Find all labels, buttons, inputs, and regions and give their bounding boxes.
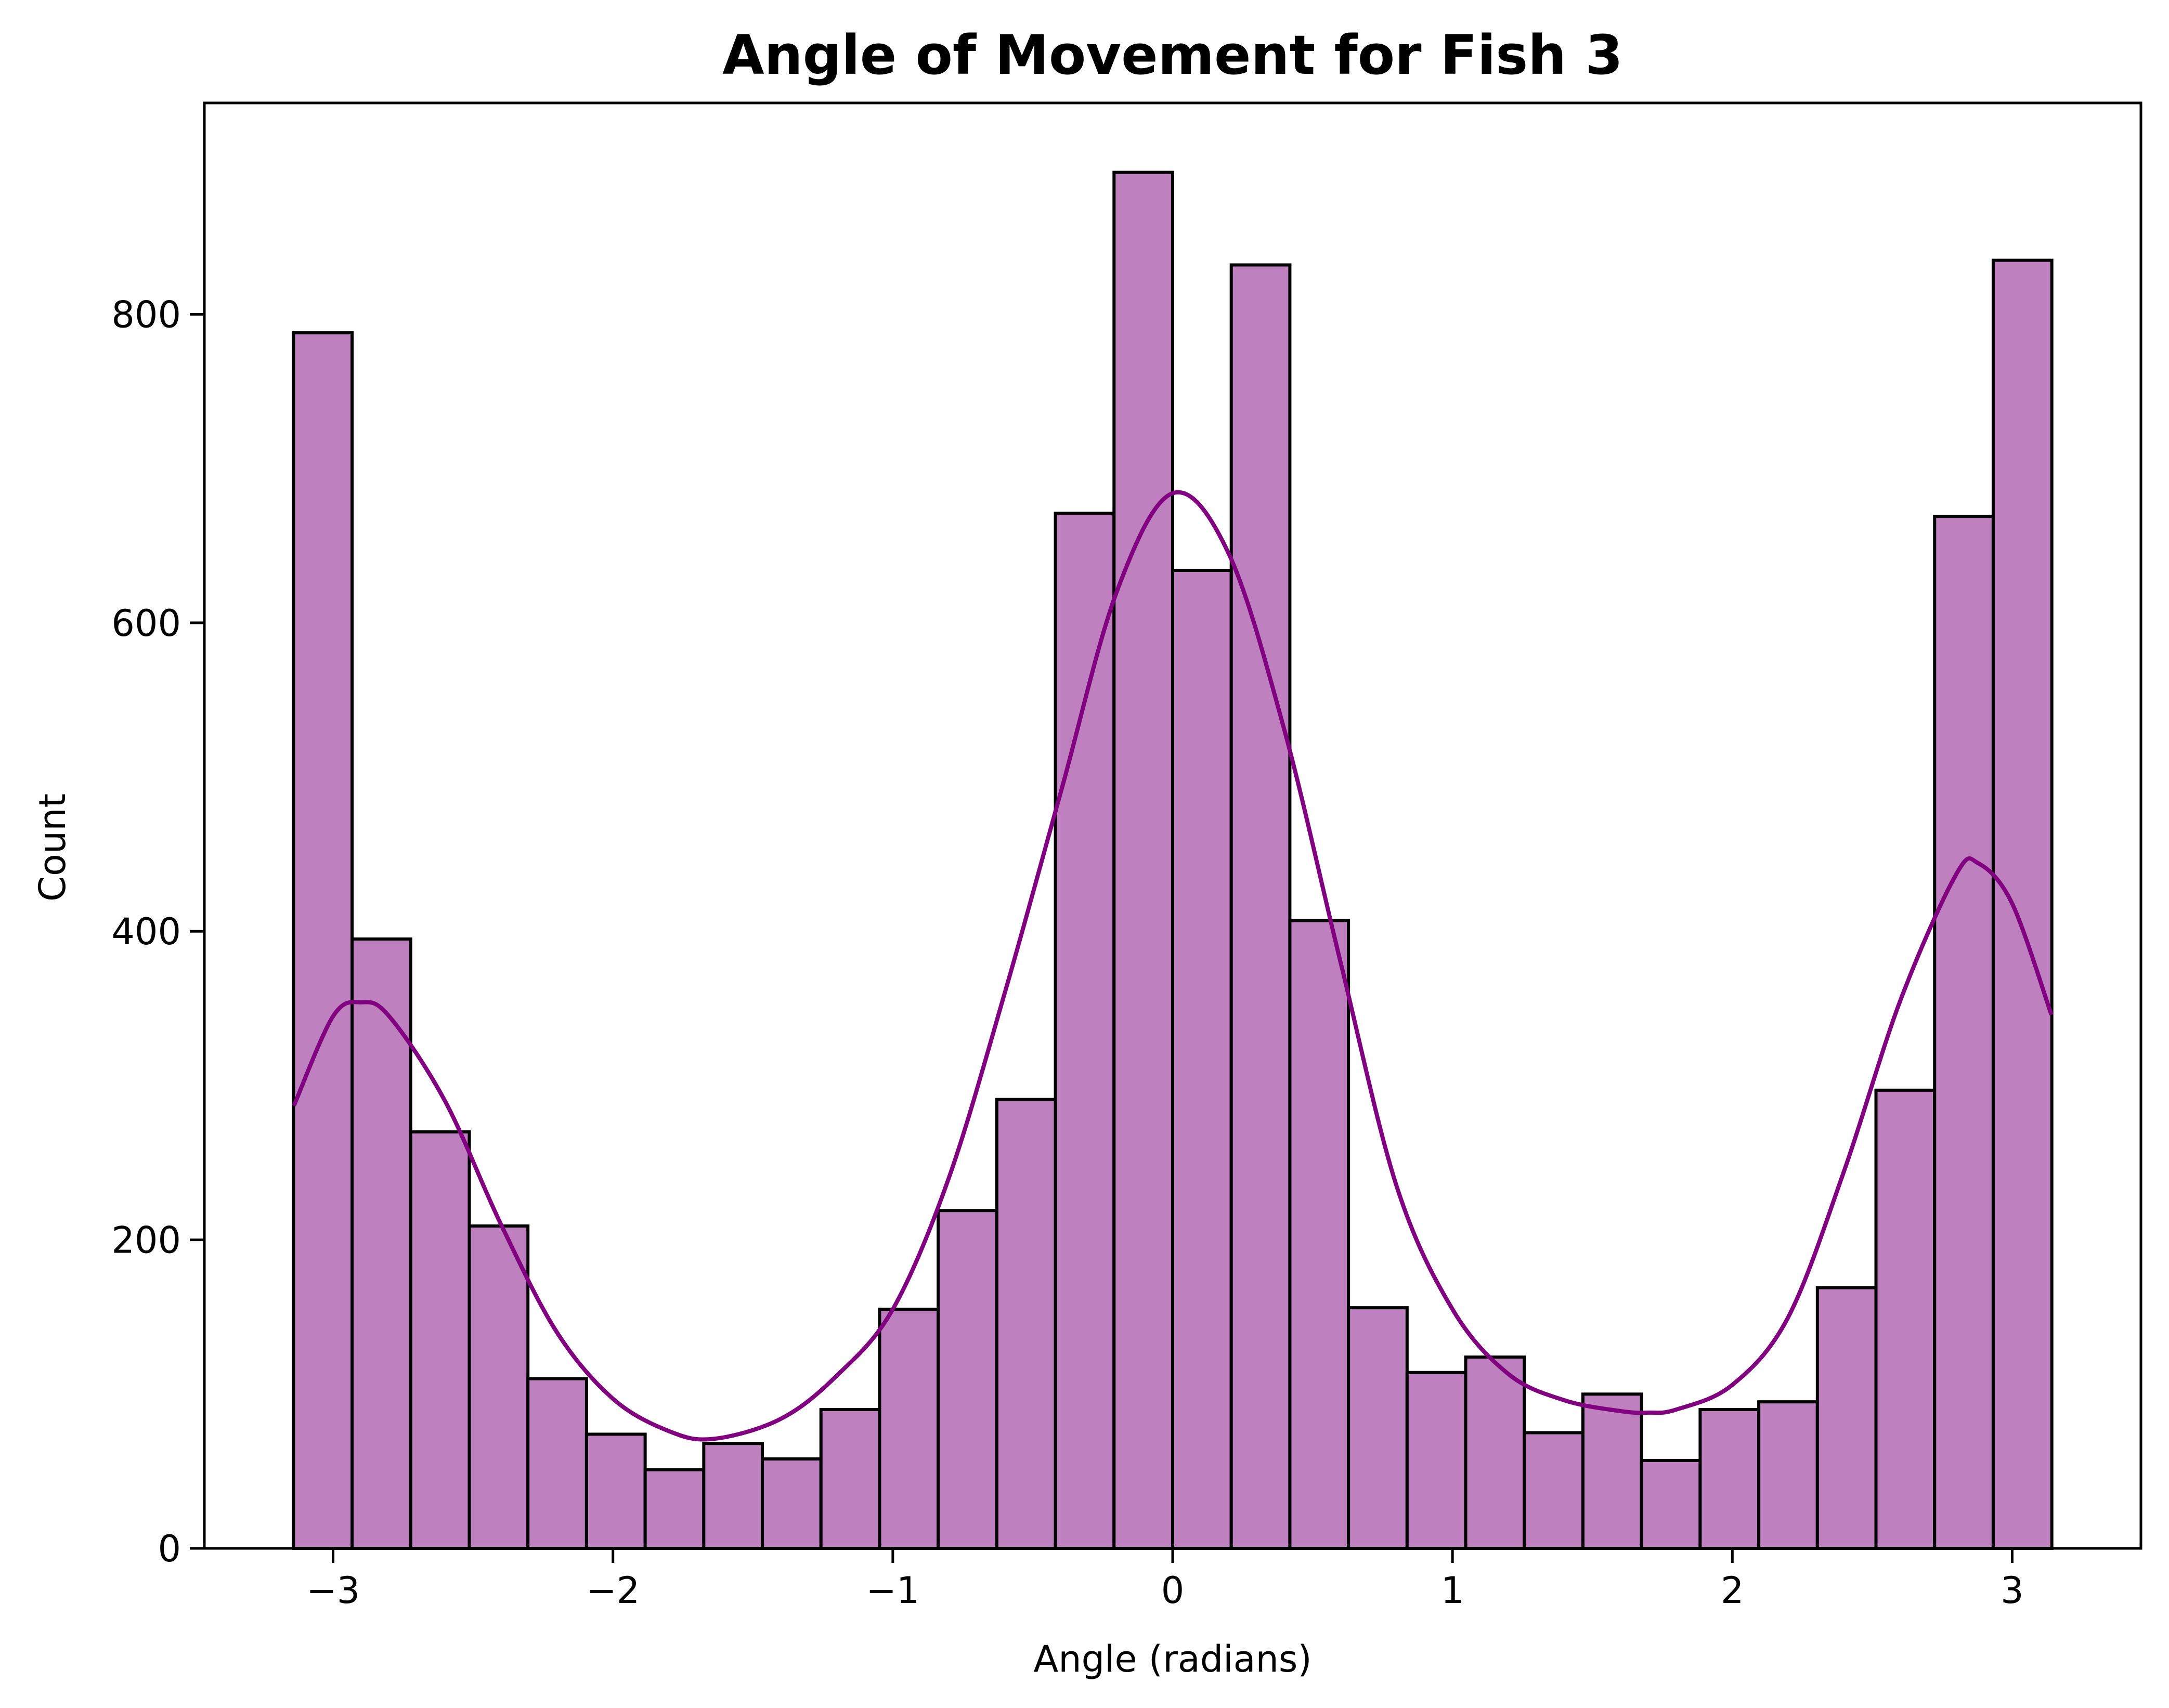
x-tick-label: 1 (1441, 1569, 1464, 1612)
histogram-bar (526, 1377, 588, 1550)
histogram-bar (1757, 1400, 1819, 1550)
histogram-bar (292, 331, 354, 1550)
histogram-bar (1698, 1407, 1761, 1550)
x-tick-label: −1 (866, 1569, 919, 1612)
y-tick-label: 0 (158, 1528, 181, 1570)
kde-curve (292, 490, 2054, 1442)
histogram-bar (1054, 512, 1116, 1550)
x-tick-label: 0 (1161, 1569, 1185, 1612)
histogram-bar (643, 1468, 706, 1550)
x-axis-ticks: −3 −2 −1 0 1 2 3 (306, 1548, 2024, 1612)
y-tick-label: 800 (111, 293, 181, 336)
x-tick-label: 3 (2001, 1569, 2024, 1612)
histogram-bar (937, 1209, 998, 1550)
histogram-bar (350, 937, 412, 1550)
histogram-bar (1523, 1431, 1584, 1550)
x-tick-label: −2 (586, 1569, 640, 1612)
histogram-bar (1288, 919, 1350, 1550)
histogram-bar (585, 1432, 647, 1550)
histogram-bar (467, 1224, 530, 1550)
histogram-bar (1405, 1371, 1467, 1550)
y-axis-ticks: 0 200 400 600 800 (111, 293, 204, 1570)
histogram-bar (1581, 1392, 1643, 1550)
histogram-bar (995, 1098, 1057, 1550)
histogram-bar (409, 1130, 471, 1550)
histogram-bar (1464, 1355, 1526, 1550)
histogram-bar (1815, 1286, 1878, 1550)
histogram-bar (1112, 171, 1174, 1550)
histogram-bar (878, 1308, 940, 1550)
histogram-bar (1640, 1458, 1702, 1550)
x-tick-label: −3 (306, 1569, 360, 1612)
histogram-bar (1991, 258, 2054, 1550)
bars-group (292, 171, 2054, 1550)
y-tick-label: 400 (111, 910, 181, 953)
y-tick-label: 200 (111, 1219, 181, 1262)
y-tick-label: 600 (111, 602, 181, 645)
histogram-bar (1171, 568, 1233, 1550)
histogram-bar (1229, 263, 1292, 1550)
chart-title: Angle of Movement for Fish 3 (722, 23, 1623, 87)
histogram-bar (819, 1407, 881, 1550)
histogram-bar (1874, 1088, 1937, 1550)
histogram-bar (1933, 515, 1995, 1550)
histogram-bar (761, 1457, 823, 1550)
x-axis-label: Angle (radians) (1033, 1638, 1311, 1680)
y-axis-label: Count (31, 793, 74, 902)
x-tick-label: 2 (1721, 1569, 1744, 1612)
histogram-bar (702, 1442, 764, 1550)
histogram-bar (1347, 1306, 1409, 1550)
